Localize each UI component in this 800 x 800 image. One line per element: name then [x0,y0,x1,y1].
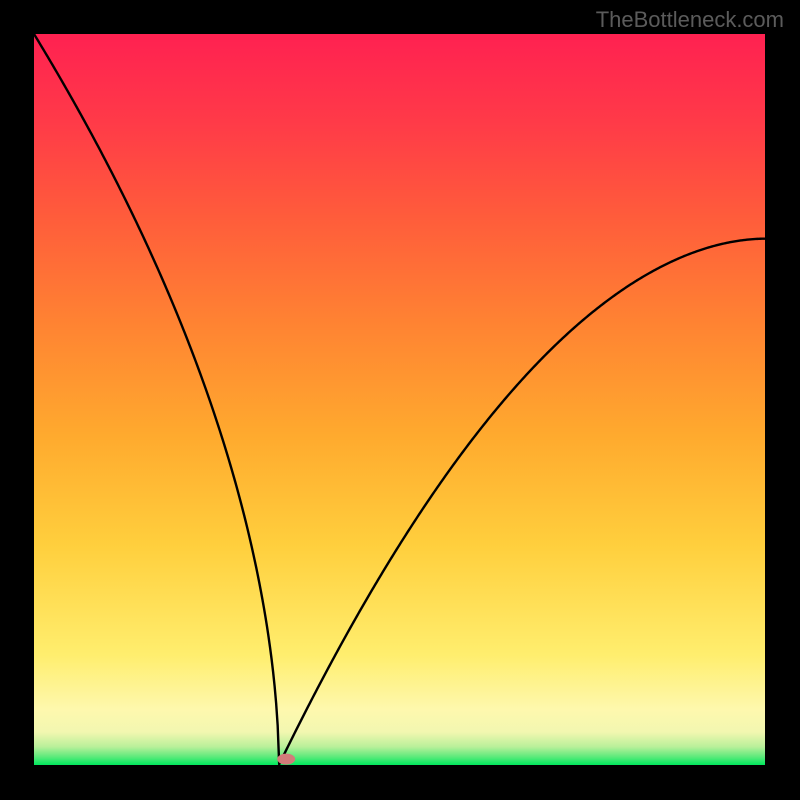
optimal-point-marker [277,754,295,765]
watermark-text: TheBottleneck.com [596,7,784,33]
bottleneck-chart [0,0,800,800]
plot-background [34,34,765,765]
